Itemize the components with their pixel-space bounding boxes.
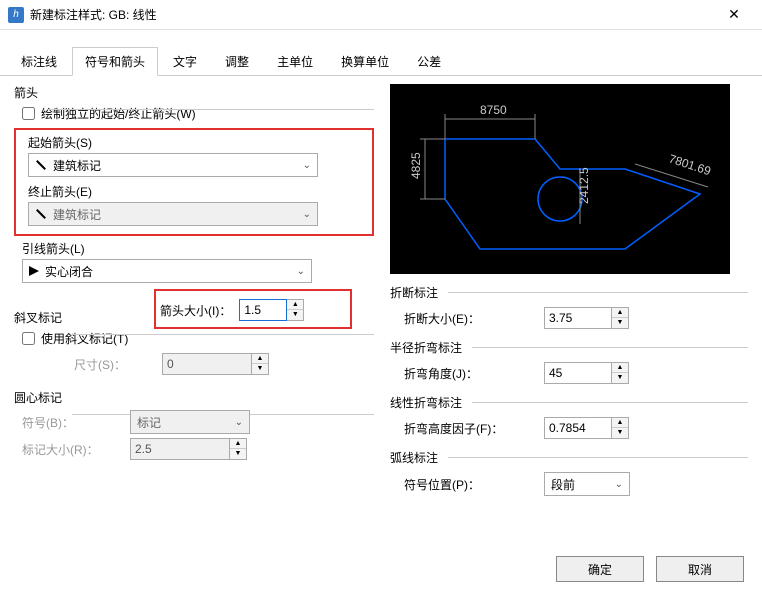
diagonal-size-spinner: ▲▼ [162,353,269,375]
concentric-symbol-label: 符号(B)： [22,414,122,431]
tab-tolerance[interactable]: 公差 [404,47,454,76]
group-concentric: 圆心标记 符号(B)： 标记 ⌄ 标记大小(R)： ▲▼ [14,389,374,464]
independent-arrows-checkbox[interactable] [22,107,35,120]
concentric-symbol-dropdown: 标记 ⌄ [130,410,250,434]
jog-angle-spinner[interactable]: ▲▼ [544,362,629,384]
group-linear-jog: 线性折弯标注 折弯高度因子(F)： ▲▼ [390,394,748,439]
group-arc-label: 弧线标注 [390,451,438,465]
ok-button[interactable]: 确定 [556,556,644,582]
spin-down-icon[interactable]: ▼ [612,318,628,328]
solid-arrow-icon [29,266,39,276]
leader-arrow-label: 引线箭头(L) [22,240,374,257]
diagonal-size-label: 尺寸(S)： [74,356,154,373]
tabstrip: 标注线 符号和箭头 文字 调整 主单位 换算单位 公差 [0,42,762,76]
concentric-symbol-value: 标记 [137,414,161,431]
arc-pos-dropdown[interactable]: 段前 ⌄ [544,472,630,496]
jog-factor-spinner[interactable]: ▲▼ [544,417,629,439]
end-arrow-label: 终止箭头(E) [28,183,368,200]
spin-down-icon[interactable]: ▼ [612,428,628,438]
use-diagonal-checkbox[interactable] [22,332,35,345]
jog-angle-input[interactable] [544,362,612,384]
dim-mid: 2412.5 [577,167,591,204]
arch-mark-icon [35,208,47,220]
leader-arrow-value: 实心闭合 [45,263,93,280]
group-linear-jog-label: 线性折弯标注 [390,396,462,410]
group-arrows-label: 箭头 [14,84,44,101]
tab-lines[interactable]: 标注线 [8,47,70,76]
group-radius-jog-label: 半径折弯标注 [390,341,462,355]
group-diagonal: 斜叉标记 使用斜叉标记(T) 尺寸(S)： ▲▼ [14,309,374,379]
chevron-down-icon: ⌄ [615,479,623,490]
concentric-size-input [130,438,230,460]
cancel-button[interactable]: 取消 [656,556,744,582]
jog-factor-label: 折弯高度因子(F)： [404,420,544,437]
tab-text[interactable]: 文字 [160,47,210,76]
jog-angle-label: 折弯角度(J)： [404,365,544,382]
preview-svg: 8750 4825 2412.5 7801.69 [390,84,730,274]
leader-arrow-dropdown[interactable]: 实心闭合 ⌄ [22,259,312,283]
spin-up-icon[interactable]: ▲ [612,418,628,428]
tab-adjust[interactable]: 调整 [212,47,262,76]
concentric-size-spinner: ▲▼ [130,438,247,460]
tab-symbols-arrows[interactable]: 符号和箭头 [72,47,158,76]
dim-left: 4825 [409,152,423,179]
arch-mark-icon [35,159,47,171]
group-concentric-label: 圆心标记 [14,389,68,406]
break-size-label: 折断大小(E)： [404,310,544,327]
jog-factor-input[interactable] [544,417,612,439]
start-arrow-label: 起始箭头(S) [28,134,368,151]
group-arrows: 箭头 绘制独立的起始/终止箭头(W) 起始箭头(S) 建筑标记 ⌄ 终止箭头(E… [14,84,374,333]
break-size-input[interactable] [544,307,612,329]
spin-up-icon: ▲ [230,439,246,449]
chevron-down-icon: ⌄ [303,209,311,220]
group-radius-jog: 半径折弯标注 折弯角度(J)： ▲▼ [390,339,748,384]
arc-pos-value: 段前 [551,476,575,493]
start-arrow-dropdown[interactable]: 建筑标记 ⌄ [28,153,318,177]
end-arrow-dropdown[interactable]: 建筑标记 ⌄ [28,202,318,226]
group-break-label: 折断标注 [390,286,438,300]
window-title: 新建标注样式: GB: 线性 [30,6,714,23]
tab-alt-units[interactable]: 换算单位 [328,47,402,76]
titlebar: h 新建标注样式: GB: 线性 ✕ [0,0,762,30]
diagonal-size-input [162,353,252,375]
use-diagonal-label: 使用斜叉标记(T) [41,330,128,347]
concentric-size-label: 标记大小(R)： [22,441,122,458]
group-break: 折断标注 折断大小(E)： ▲▼ [390,284,748,329]
close-icon[interactable]: ✕ [714,6,754,23]
spin-up-icon[interactable]: ▲ [612,308,628,318]
arc-pos-label: 符号位置(P)： [404,476,544,493]
spin-down-icon: ▼ [252,364,268,374]
break-size-spinner[interactable]: ▲▼ [544,307,629,329]
dim-top: 8750 [480,103,507,117]
chevron-down-icon: ⌄ [297,266,305,277]
start-arrow-value: 建筑标记 [53,157,101,174]
end-arrow-value: 建筑标记 [53,206,101,223]
preview-pane: 8750 4825 2412.5 7801.69 [390,84,730,274]
spin-down-icon[interactable]: ▼ [612,373,628,383]
spin-up-icon[interactable]: ▲ [612,363,628,373]
group-arc: 弧线标注 符号位置(P)： 段前 ⌄ [390,449,748,496]
tab-primary-units[interactable]: 主单位 [264,47,326,76]
spin-up-icon: ▲ [252,354,268,364]
highlight-arrows: 起始箭头(S) 建筑标记 ⌄ 终止箭头(E) 建筑标记 ⌄ [14,128,374,236]
chevron-down-icon: ⌄ [303,160,311,171]
app-icon: h [8,7,24,23]
group-diagonal-label: 斜叉标记 [14,309,68,326]
spin-down-icon: ▼ [230,449,246,459]
chevron-down-icon: ⌄ [235,417,243,428]
independent-arrows-label: 绘制独立的起始/终止箭头(W) [41,105,196,122]
